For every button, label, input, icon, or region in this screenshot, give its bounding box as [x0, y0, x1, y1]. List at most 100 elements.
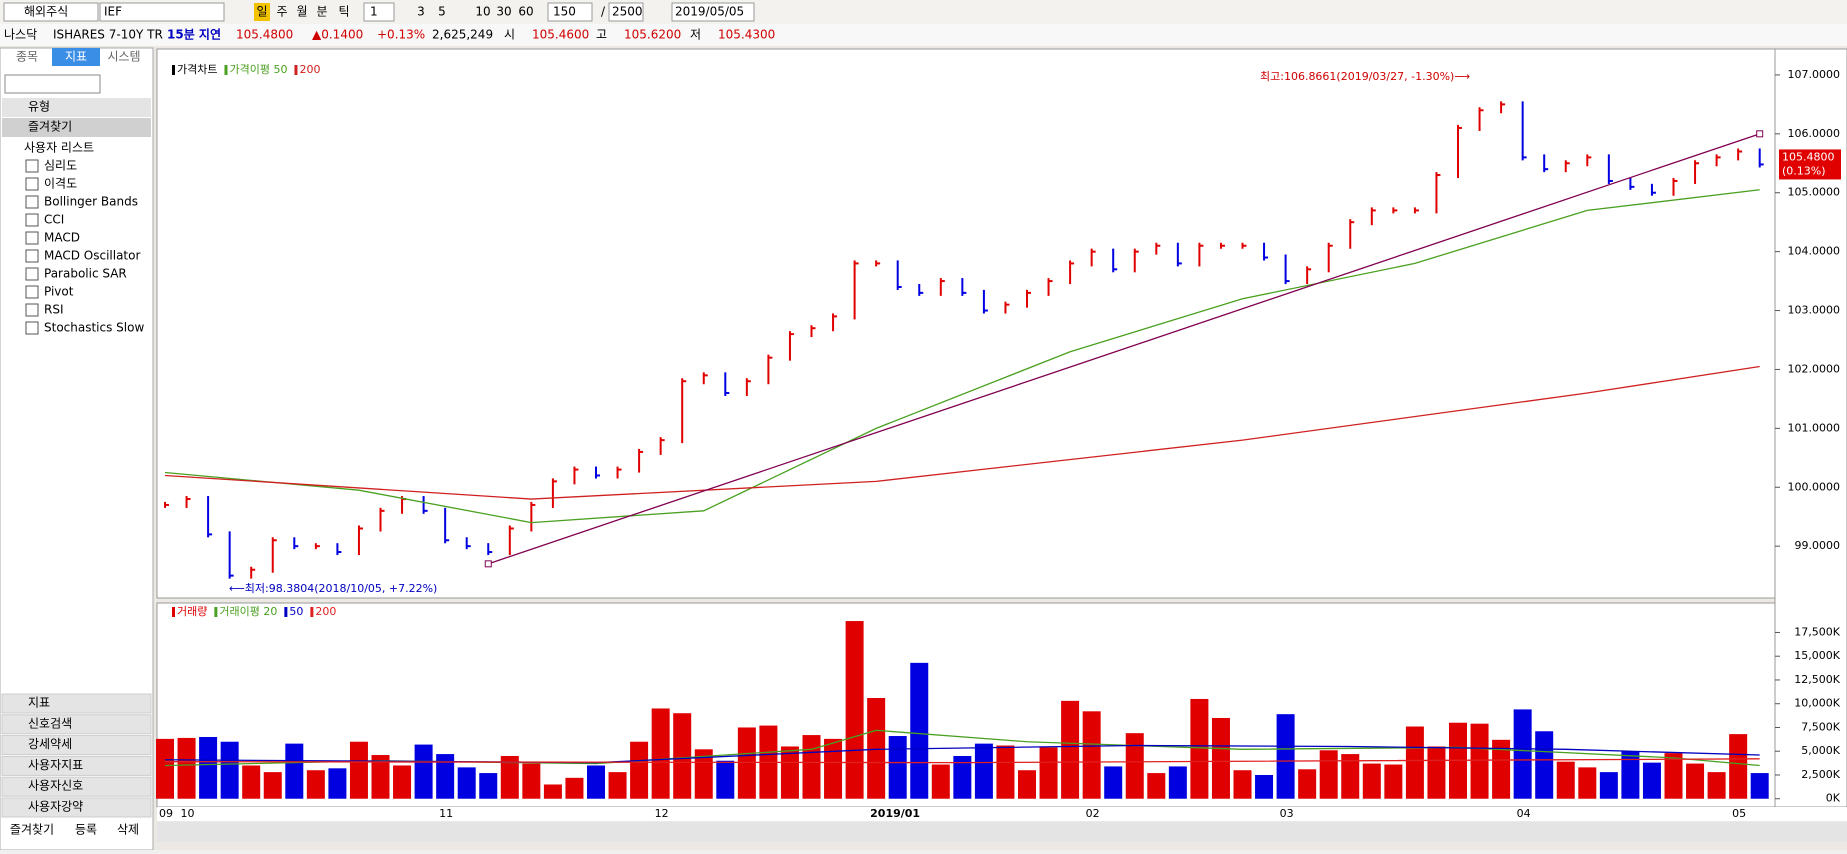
section-label: 지표	[28, 696, 50, 710]
period[interactable]: 분	[316, 5, 327, 19]
price-tick	[1177, 262, 1182, 265]
volume-bar	[306, 770, 325, 799]
checkbox[interactable]	[25, 213, 39, 227]
scroll-bar[interactable]	[157, 822, 1847, 842]
period[interactable]: 월	[296, 5, 307, 19]
tab[interactable]: 지표	[65, 50, 87, 64]
legend-label: 50	[289, 605, 303, 618]
price-tick	[983, 309, 988, 312]
tab[interactable]: 시스템	[107, 50, 140, 64]
price-tick	[854, 262, 859, 265]
unit-select[interactable]	[363, 2, 395, 22]
price-bar	[1500, 101, 1503, 114]
change-pct: +0.13%	[377, 28, 425, 42]
low-label: 저	[690, 28, 701, 42]
button[interactable]: 등록	[75, 823, 97, 837]
section-row[interactable]	[1, 755, 152, 776]
volume-bar	[608, 772, 627, 799]
ma-line	[164, 365, 1760, 500]
day-button[interactable]	[254, 3, 270, 21]
price-bar	[1026, 289, 1028, 308]
price-bar	[810, 325, 813, 338]
checkbox[interactable]	[25, 285, 39, 299]
date-input[interactable]	[671, 2, 755, 22]
price-tick	[1458, 126, 1462, 129]
volume-bar	[888, 736, 907, 799]
period[interactable]: 주	[276, 5, 287, 19]
high-label: 고	[596, 28, 607, 42]
price-tick	[1436, 174, 1441, 177]
separator: /	[601, 5, 606, 19]
y-tick-label: 105.0000	[1788, 186, 1841, 199]
group-row[interactable]	[2, 118, 151, 137]
checkbox[interactable]	[25, 303, 39, 317]
high: 105.6200	[624, 28, 681, 42]
volume-bar	[414, 744, 433, 799]
section-row[interactable]	[1, 735, 152, 756]
tab[interactable]: 종목	[16, 50, 38, 64]
checkbox[interactable]	[25, 249, 39, 263]
section-row[interactable]	[1, 714, 152, 735]
price-bar	[918, 283, 921, 296]
interval[interactable]: 3	[417, 5, 425, 19]
price-tick	[315, 545, 320, 548]
list-title: 사용자 리스트	[24, 141, 94, 155]
button[interactable]: 삭제	[117, 823, 139, 837]
trendline-handle	[484, 560, 492, 568]
price-bar	[336, 543, 339, 556]
price-bar	[228, 531, 231, 579]
interval[interactable]: 5	[438, 5, 446, 19]
section-row[interactable]	[1, 797, 152, 818]
y-tick-label: 102.0000	[1788, 362, 1841, 375]
interval[interactable]: 60	[518, 5, 533, 19]
price: 105.4800	[236, 28, 293, 42]
section-row[interactable]	[1, 776, 152, 797]
search-input[interactable]	[4, 74, 101, 94]
group-row[interactable]	[2, 98, 151, 117]
max-input[interactable]	[608, 2, 644, 22]
interval[interactable]: 30	[496, 5, 511, 19]
volume-bar	[1168, 766, 1187, 799]
volume-bar	[285, 743, 304, 799]
price-tick	[1501, 103, 1506, 106]
section-row[interactable]	[1, 693, 152, 714]
y-tick-label: 104.0000	[1788, 245, 1841, 258]
active-tab	[52, 48, 100, 66]
button[interactable]: 즐겨찾기	[10, 823, 54, 837]
price-tick	[1264, 256, 1269, 259]
price-tick	[725, 392, 730, 395]
group: 즐겨찾기	[28, 120, 72, 134]
volume-bar	[263, 772, 282, 799]
y-tick-label: 2,500K	[1801, 768, 1840, 781]
price-tick	[272, 539, 277, 542]
volume-bar	[1707, 772, 1726, 799]
price-pane	[156, 48, 1776, 599]
price-tick	[294, 545, 299, 548]
price-tick	[380, 509, 385, 512]
price-tick	[682, 380, 687, 383]
checkbox[interactable]	[25, 231, 39, 245]
volume-bar	[1750, 773, 1769, 799]
symbol-input[interactable]	[99, 2, 225, 22]
item-label: MACD Oscillator	[44, 249, 140, 263]
price-tick	[897, 285, 902, 288]
price-tick	[833, 315, 838, 318]
volume-bar	[1578, 767, 1597, 799]
volume-bar	[630, 741, 649, 799]
interval[interactable]: 10	[475, 5, 490, 19]
count-input[interactable]	[547, 2, 593, 22]
period[interactable]: 틱	[338, 5, 349, 19]
price-bar	[745, 378, 748, 397]
checkbox[interactable]	[25, 159, 39, 173]
volume-bar	[996, 745, 1015, 799]
item-label: CCI	[44, 213, 64, 227]
checkbox[interactable]	[25, 195, 39, 209]
checkbox[interactable]	[25, 321, 39, 335]
checkbox[interactable]	[25, 177, 39, 191]
market-select[interactable]	[3, 2, 99, 22]
checkbox[interactable]	[25, 267, 39, 281]
low: 105.4300	[718, 28, 775, 42]
price-tick	[1587, 156, 1592, 159]
quote-bar	[0, 24, 1847, 46]
